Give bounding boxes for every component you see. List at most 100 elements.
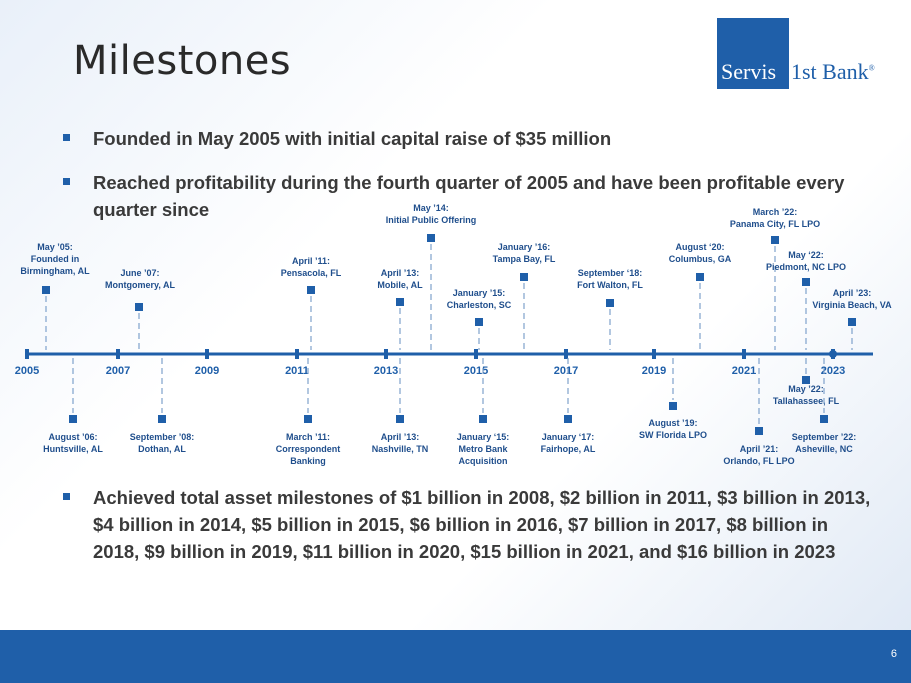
milestone-marker bbox=[479, 415, 487, 423]
milestone-label-line: January ‘17: bbox=[542, 432, 595, 442]
milestone-marker bbox=[307, 286, 315, 294]
milestone-label-line: August ’19: bbox=[648, 418, 697, 428]
milestone-label: August ’19: SW Florida LPO bbox=[639, 418, 707, 440]
milestone-label-line: Pensacola, FL bbox=[281, 268, 342, 278]
milestone-label-line: January ’16: bbox=[498, 242, 551, 252]
milestone-label: March ’22: Panama City, FL LPO bbox=[730, 207, 820, 229]
milestone-label: April ’13: Mobile, AL bbox=[377, 268, 423, 290]
year-label: 2017 bbox=[554, 365, 578, 377]
milestone-label: May ’05: Founded in Birmingham, AL bbox=[20, 242, 90, 276]
milestone-label-line: May ’05: bbox=[37, 242, 73, 252]
milestone-label-line: Dothan, AL bbox=[138, 444, 186, 454]
year-label: 2005 bbox=[15, 365, 39, 377]
milestone-marker bbox=[427, 234, 435, 242]
bullet-founded: Founded in May 2005 with initial capital… bbox=[63, 125, 853, 152]
milestone-label-line: Metro Bank bbox=[458, 444, 508, 454]
milestone-label-line: Correspondent bbox=[276, 444, 341, 454]
milestone-label-line: Founded in bbox=[31, 254, 80, 264]
milestone-label-line: May ‘22: bbox=[788, 250, 824, 260]
year-tick bbox=[205, 349, 209, 359]
milestone-marker bbox=[42, 286, 50, 294]
milestone-label: April ’21: Orlando, FL LPO bbox=[723, 444, 794, 466]
page-number: 6 bbox=[890, 648, 897, 660]
year-label: 2007 bbox=[106, 365, 130, 377]
milestone-marker bbox=[396, 298, 404, 306]
milestone-label-line: May ’22: bbox=[788, 384, 824, 394]
milestone-label-line: March ’22: bbox=[753, 207, 798, 217]
milestone-label-line: Birmingham, AL bbox=[20, 266, 90, 276]
year-tick bbox=[384, 349, 388, 359]
milestone-marker bbox=[520, 273, 528, 281]
milestone-label-line: May ’14: bbox=[413, 203, 449, 213]
milestone-label: September ‘18: Fort Walton, FL bbox=[577, 268, 643, 290]
logo-box: Servis bbox=[717, 18, 789, 89]
year-label: 2019 bbox=[642, 365, 666, 377]
milestone-label-line: April ’13: bbox=[381, 432, 420, 442]
milestone-label-line: Virginia Beach, VA bbox=[812, 300, 892, 310]
year-label: 2011 bbox=[285, 365, 309, 377]
milestone-label-line: March ’11: bbox=[286, 432, 330, 442]
milestone-label: September ’22: Asheville, NC bbox=[792, 432, 857, 454]
milestone-label: August ’06: Huntsville, AL bbox=[43, 432, 103, 454]
milestone-marker bbox=[696, 273, 704, 281]
milestone-label: January ’15: Charleston, SC bbox=[447, 288, 512, 310]
milestone-label-line: Charleston, SC bbox=[447, 300, 512, 310]
milestone-label-line: Tallahassee, FL bbox=[773, 396, 840, 406]
milestone-label-line: Asheville, NC bbox=[795, 444, 853, 454]
milestone-label: March ’11: Correspondent Banking bbox=[276, 432, 341, 466]
milestone-label: January ‘17: Fairhope, AL bbox=[541, 432, 596, 454]
timeline-end-dot bbox=[829, 350, 837, 358]
milestone-label-line: April ’13: bbox=[381, 268, 420, 278]
year-label: 2021 bbox=[732, 365, 756, 377]
servisfirst-logo: Servis 1st Bank® bbox=[717, 18, 875, 89]
page-title: Milestones bbox=[73, 38, 292, 84]
milestone-marker bbox=[69, 415, 77, 423]
milestone-label-line: Orlando, FL LPO bbox=[723, 456, 794, 466]
milestone-label: May ’14: Initial Public Offering bbox=[386, 203, 477, 225]
milestone-marker bbox=[802, 376, 810, 384]
year-label: 2015 bbox=[464, 365, 488, 377]
milestone-label: June ’07: Montgomery, AL bbox=[105, 268, 175, 290]
milestone-label: May ‘22: Piedmont, NC LPO bbox=[766, 250, 846, 272]
milestone-marker bbox=[564, 415, 572, 423]
milestone-label-line: September ’08: bbox=[130, 432, 195, 442]
milestone-label-line: Fort Walton, FL bbox=[577, 280, 643, 290]
milestone-marker bbox=[669, 402, 677, 410]
milestone-label-line: Nashville, TN bbox=[372, 444, 429, 454]
milestone-label-line: Huntsville, AL bbox=[43, 444, 103, 454]
year-tick bbox=[652, 349, 656, 359]
year-label: 2013 bbox=[374, 365, 398, 377]
milestone-label-line: January ’15: bbox=[453, 288, 506, 298]
milestone-label-line: September ‘18: bbox=[578, 268, 643, 278]
logo-rest-text: 1st Bank® bbox=[791, 59, 875, 84]
milestone-label-line: Acquisition bbox=[459, 456, 508, 466]
milestone-label-line: April ’21: bbox=[740, 444, 779, 454]
milestone-label-line: Banking bbox=[290, 456, 326, 466]
footer-bar: 6 bbox=[0, 630, 911, 683]
year-tick bbox=[116, 349, 120, 359]
year-tick bbox=[564, 349, 568, 359]
milestone-label-line: Piedmont, NC LPO bbox=[766, 262, 846, 272]
milestone-label-line: Initial Public Offering bbox=[386, 215, 477, 225]
year-tick bbox=[474, 349, 478, 359]
milestone-marker bbox=[820, 415, 828, 423]
year-tick bbox=[742, 349, 746, 359]
milestone-marker bbox=[848, 318, 856, 326]
milestone-marker bbox=[771, 236, 779, 244]
milestone-label-line: April ’23: bbox=[833, 288, 872, 298]
milestone-label-line: Fairhope, AL bbox=[541, 444, 596, 454]
logo-box-text: Servis bbox=[721, 59, 776, 84]
milestone-marker bbox=[304, 415, 312, 423]
milestone-marker bbox=[158, 415, 166, 423]
milestone-marker bbox=[755, 427, 763, 435]
milestone-marker bbox=[802, 278, 810, 286]
year-label: 2023 bbox=[821, 365, 845, 377]
bullet-asset-milestones: Achieved total asset milestones of $1 bi… bbox=[63, 484, 873, 565]
milestone-label: September ’08: Dothan, AL bbox=[130, 432, 195, 454]
year-label: 2009 bbox=[195, 365, 219, 377]
milestone-label: April ’13: Nashville, TN bbox=[372, 432, 429, 454]
milestone-label: April ’23: Virginia Beach, VA bbox=[812, 288, 892, 310]
milestone-label-line: August ’06: bbox=[48, 432, 97, 442]
milestone-label-line: Tampa Bay, FL bbox=[493, 254, 556, 264]
